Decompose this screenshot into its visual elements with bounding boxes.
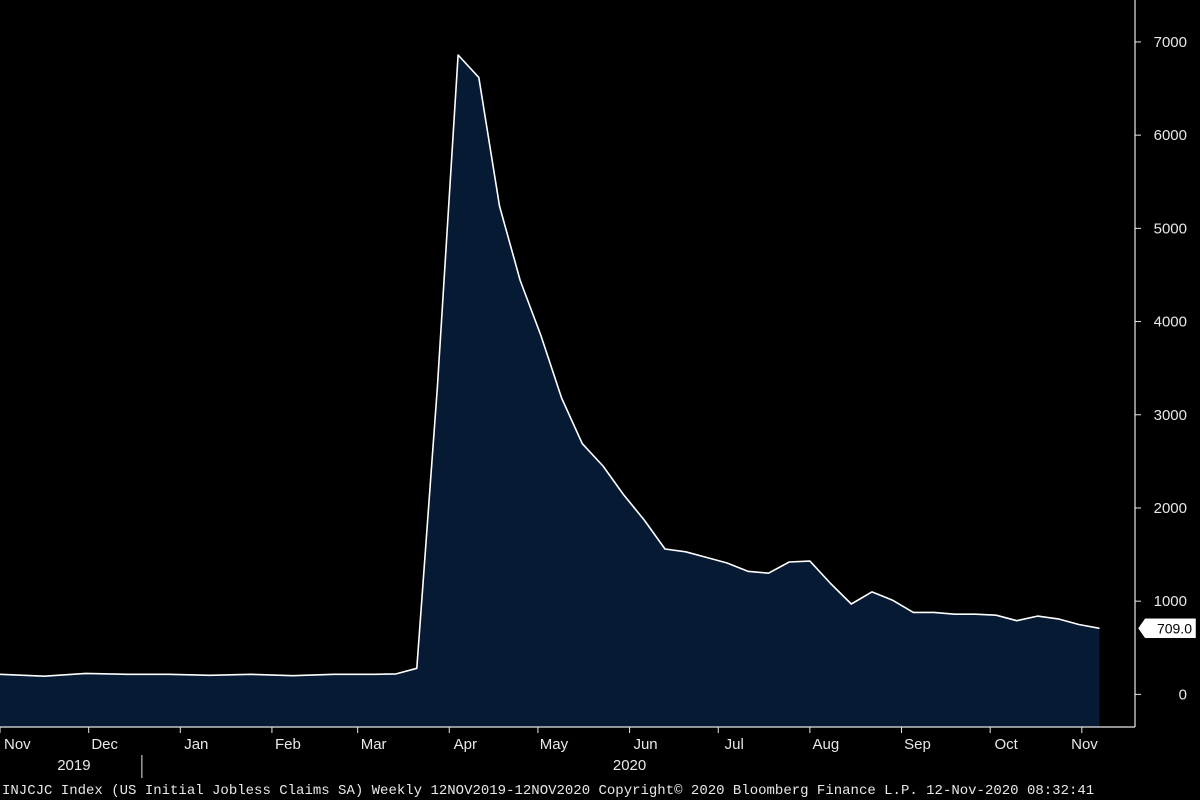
x-tick-label: Dec	[91, 736, 118, 753]
last-value-badge	[1137, 618, 1197, 639]
x-tick-label: Feb	[275, 736, 301, 753]
y-tick-label: 0	[1179, 686, 1187, 703]
x-tick-label: May	[540, 736, 569, 753]
x-tick-label: Mar	[361, 736, 387, 753]
series-area	[0, 55, 1100, 727]
y-tick-label: 3000	[1154, 407, 1187, 424]
y-axis-ticks: 0 1000 2000 3000 4000 5000 6000 7000	[1135, 34, 1187, 703]
chart-footer: INJCJC Index (US Initial Jobless Claims …	[2, 783, 1094, 799]
series-line	[0, 54, 1100, 677]
last-value-label: 709.0	[1157, 620, 1192, 636]
y-tick-label: 7000	[1154, 34, 1187, 51]
last-value-label-group: 709.0	[1137, 618, 1197, 639]
x-tick-label: Oct	[994, 736, 1018, 753]
year-label: 2020	[613, 757, 646, 774]
x-axis-ticks: Nov Dec Jan Feb Mar Apr May Jun Jul Aug Sep Oct Nov 2…	[0, 727, 1098, 774]
y-tick-label: 5000	[1154, 220, 1187, 237]
x-tick-label: Aug	[813, 736, 840, 753]
y-tick-label: 6000	[1154, 127, 1187, 144]
x-tick-label: Nov	[1071, 736, 1098, 753]
y-tick-label: 1000	[1154, 593, 1187, 610]
x-tick-label: Jan	[184, 736, 208, 753]
x-tick-label: Jun	[633, 736, 657, 753]
y-tick-label: 4000	[1154, 314, 1187, 331]
year-label: 2019	[57, 757, 90, 774]
axis-layer	[0, 0, 1136, 778]
y-tick-label: 2000	[1154, 500, 1187, 517]
x-tick-label: Nov	[4, 736, 31, 753]
x-tick-label: Sep	[904, 736, 931, 753]
x-tick-label: Jul	[725, 736, 744, 753]
area-layer	[0, 54, 1100, 727]
x-tick-label: Apr	[454, 736, 477, 753]
